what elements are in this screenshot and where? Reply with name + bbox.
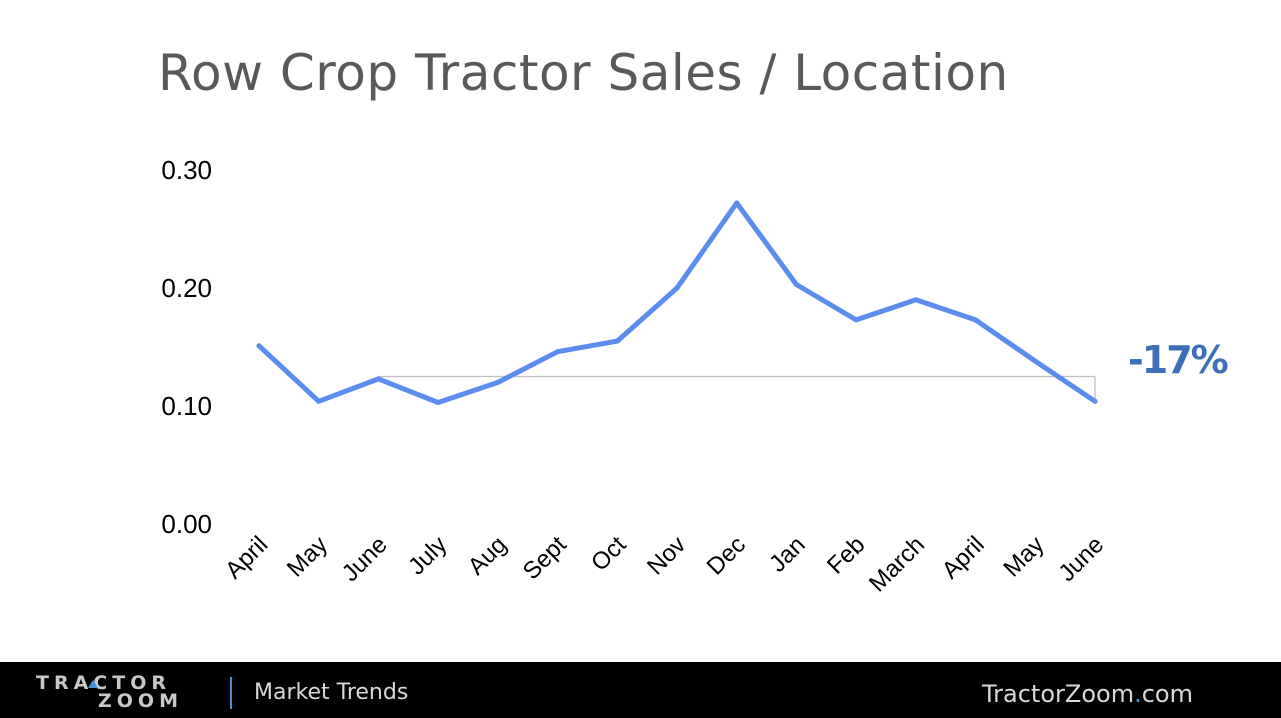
footer-section-label: Market Trends [254,680,409,705]
x-tick-label: Nov [642,531,691,580]
data-point [793,281,799,287]
x-tick-label: Dec [702,531,751,580]
logo-text-line2: ZOOM [98,690,183,712]
data-point [435,399,441,405]
x-tick-label: April [937,531,990,584]
x-tick-label: April [220,531,273,584]
site-dot: . [1134,680,1142,708]
data-point [913,297,919,303]
data-point [1032,358,1038,364]
x-tick-label: March [864,531,930,597]
y-tick-label: 0.30 [161,155,212,185]
footer-divider [230,677,232,709]
series-line [256,200,1098,405]
data-point [1092,398,1098,404]
x-tick-label: June [337,531,393,587]
x-tick-label: Oct [586,531,632,577]
footer-bar: TRACTOR ZOOM Market Trends TractorZoom.c… [0,662,1281,718]
x-tick-label: July [403,531,452,580]
data-point [614,338,620,344]
data-point [256,343,262,349]
x-tick-label: Feb [822,531,870,579]
logo-triangle-icon [88,680,98,688]
site-tld: com [1141,680,1193,708]
x-tick-label: May [282,531,333,582]
x-tick-label: Sept [518,531,572,585]
y-tick-label: 0.00 [161,509,212,539]
x-tick-label: June [1053,531,1109,587]
footer-site-link[interactable]: TractorZoom.com [982,680,1193,708]
data-point [375,376,381,382]
data-point [674,285,680,291]
data-point [555,349,561,355]
logo-text-line1: TRACTOR [36,672,171,694]
data-point [495,379,501,385]
tractorzoom-logo[interactable]: TRACTOR ZOOM [36,672,206,712]
y-tick-label: 0.10 [161,391,212,421]
x-tick-label: Jan [764,531,810,577]
x-tick-label: May [998,531,1049,582]
change-annotation: -17% [1128,338,1229,382]
chart-title: Row Crop Tractor Sales / Location [158,44,1009,102]
data-point [853,317,859,323]
data-point [734,200,740,206]
data-point [973,317,979,323]
site-name: TractorZoom [982,680,1135,708]
data-point [316,398,322,404]
y-tick-label: 0.20 [161,273,212,303]
x-tick-label: Aug [463,531,512,580]
